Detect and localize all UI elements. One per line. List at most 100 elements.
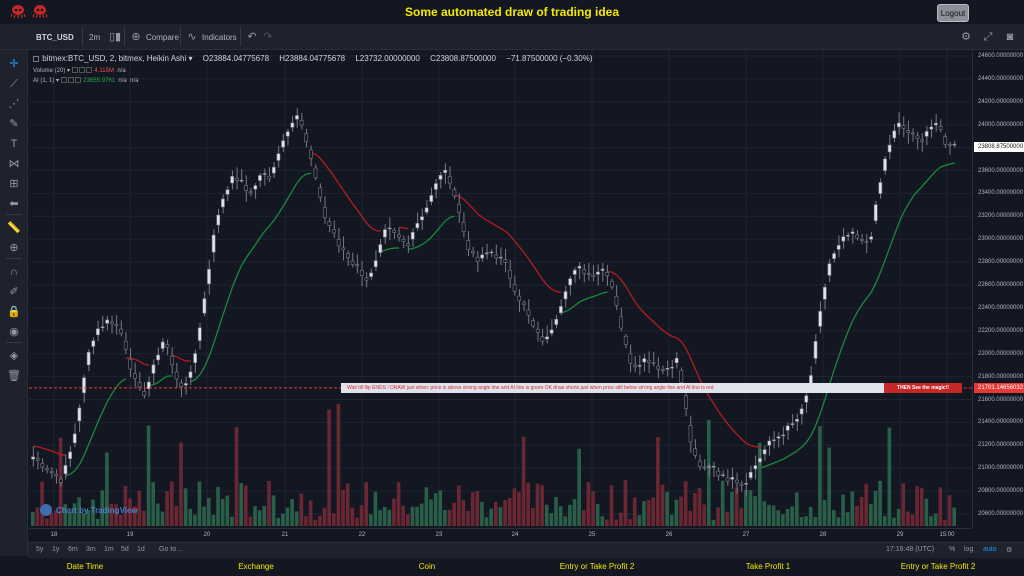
time-axis[interactable]: 18 19 20 21 22 23 24 25 26 27 28 29 15:00	[29, 528, 972, 542]
ai-line-segment	[445, 216, 451, 222]
candle-body	[748, 471, 753, 479]
candle-body	[605, 272, 610, 277]
legend-eye-icon[interactable]	[71, 67, 78, 74]
candle-body	[869, 236, 873, 240]
ai-line-segment	[324, 163, 331, 171]
price-axis[interactable]: 24600.00000000 24400.00000000 24200.000000…	[972, 50, 1024, 528]
pattern-icon[interactable]: ⋈	[8, 158, 20, 170]
compare-icon[interactable]: ⊕	[131, 31, 141, 43]
chart-type-icon[interactable]: ▯▮	[108, 31, 122, 43]
fullscreen-icon[interactable]: ⤢	[983, 31, 993, 43]
undo-icon[interactable]: ↶	[247, 31, 257, 43]
ai-line-segment	[463, 198, 470, 205]
percent-toggle[interactable]: %	[949, 546, 956, 553]
volume-bar	[933, 513, 938, 526]
crosshair-icon[interactable]: ✛	[9, 58, 19, 70]
candle-body	[785, 425, 790, 431]
price-tick-label: 21600.00000000	[978, 396, 1024, 403]
ai-line-segment	[611, 271, 618, 276]
redo-icon[interactable]: ↷	[263, 31, 273, 43]
ai-line-segment	[616, 274, 622, 281]
interval-selector[interactable]: 2m	[89, 32, 101, 42]
candle-body	[929, 126, 934, 130]
candle-body	[771, 439, 776, 442]
auto-toggle[interactable]: auto	[983, 546, 997, 553]
indicators-button[interactable]: Indicators	[202, 32, 237, 42]
signal-banner: Wait till flip ENDS ! DRAW just when: pr…	[341, 383, 884, 393]
ai-line-segment	[366, 222, 372, 229]
ai-line-segment	[417, 243, 423, 248]
trend-line-icon[interactable]: ⟋	[10, 78, 18, 90]
legend-eye-icon[interactable]	[60, 77, 67, 84]
current-price-label: 23808.87500000	[974, 141, 1024, 152]
range-1m[interactable]: 1m	[104, 546, 114, 553]
settings-gear-icon[interactable]: ⚙	[961, 31, 971, 43]
volume-bar	[521, 436, 526, 526]
range-5y[interactable]: 5y	[36, 546, 44, 553]
brush-icon[interactable]: ✎	[9, 118, 19, 130]
candle-body	[781, 434, 785, 437]
zoom-in-icon[interactable]: ⊕	[9, 242, 19, 254]
eye-icon[interactable]: ◉	[9, 326, 19, 338]
volume-bar	[350, 507, 355, 526]
range-6m[interactable]: 6m	[68, 546, 78, 553]
fib-retracement-icon[interactable]: ⋰	[8, 98, 20, 110]
ai-line-segment	[37, 446, 43, 449]
trash-icon[interactable]: 🗑	[7, 370, 21, 382]
candle-body	[651, 362, 656, 365]
legend-settings-icon[interactable]	[78, 67, 85, 74]
goto-date-button[interactable]: Go to…	[159, 546, 184, 553]
price-chart[interactable]	[29, 50, 972, 528]
compare-button[interactable]: Compare	[146, 32, 179, 42]
price-tick-label: 24400.00000000	[978, 75, 1024, 82]
ai-line-segment	[514, 240, 520, 248]
back-arrow-icon[interactable]: ⬅	[9, 198, 19, 210]
volume-bar	[429, 499, 433, 526]
candle-body	[873, 204, 878, 221]
candle-body	[827, 263, 832, 276]
range-5d[interactable]: 5d	[121, 546, 129, 553]
logout-button[interactable]: Logout	[937, 4, 969, 22]
time-tick-label: 15:00	[939, 532, 955, 538]
volume-bar	[378, 510, 382, 526]
clock-time[interactable]: 17:16:48 (UTC)	[886, 546, 935, 553]
lock-drawing-icon[interactable]: ✐	[9, 286, 19, 298]
ai-label[interactable]: AI (1, 1)	[33, 78, 55, 84]
log-toggle[interactable]: log	[964, 546, 974, 553]
indicators-icon[interactable]: ∿	[187, 31, 197, 43]
ruler-icon[interactable]: 📏	[7, 222, 21, 234]
series-visibility-icon[interactable]	[33, 55, 39, 62]
legend-close-icon[interactable]	[74, 77, 81, 84]
scale-settings-gear-icon[interactable]: ⚙	[1006, 547, 1013, 554]
volume-bar	[595, 504, 600, 526]
ai-line-segment	[644, 312, 650, 319]
candle-body	[304, 133, 309, 143]
volume-bar	[424, 487, 429, 526]
volume-label[interactable]: Volume (20)	[33, 68, 66, 74]
candle-body	[443, 169, 448, 174]
candle-body	[350, 260, 355, 265]
range-1d[interactable]: 1d	[137, 546, 145, 553]
ai-line-segment	[431, 231, 437, 238]
candle-body	[864, 240, 869, 243]
volume-bar	[220, 498, 225, 526]
magnet-icon[interactable]: ∩	[10, 266, 18, 278]
text-tool-icon[interactable]: T	[10, 138, 18, 150]
candle-body	[790, 423, 795, 425]
camera-snapshot-icon[interactable]: ◙	[1006, 31, 1014, 43]
layers-icon[interactable]: ◈	[9, 350, 19, 362]
range-3m[interactable]: 3m	[86, 546, 96, 553]
volume-bar	[285, 507, 290, 526]
volume-bar	[40, 481, 44, 526]
symbol-search[interactable]: BTC_USD	[36, 32, 74, 42]
ai-line-segment	[505, 230, 511, 237]
tradingview-watermark[interactable]: Chart by TradingView	[40, 504, 138, 516]
legend-close-icon[interactable]	[85, 67, 92, 74]
legend-settings-icon[interactable]	[67, 77, 74, 84]
ai-line-segment	[815, 412, 822, 426]
chart-toolbar: BTC_USD 2m ▯▮ ⊕ Compare ∿ Indicators ↶ ↷…	[0, 24, 1024, 50]
lock-icon[interactable]: 🔒	[7, 306, 21, 318]
candle-body	[596, 271, 600, 275]
range-1y[interactable]: 1y	[52, 546, 60, 553]
prediction-icon[interactable]: ⊞	[9, 178, 19, 190]
